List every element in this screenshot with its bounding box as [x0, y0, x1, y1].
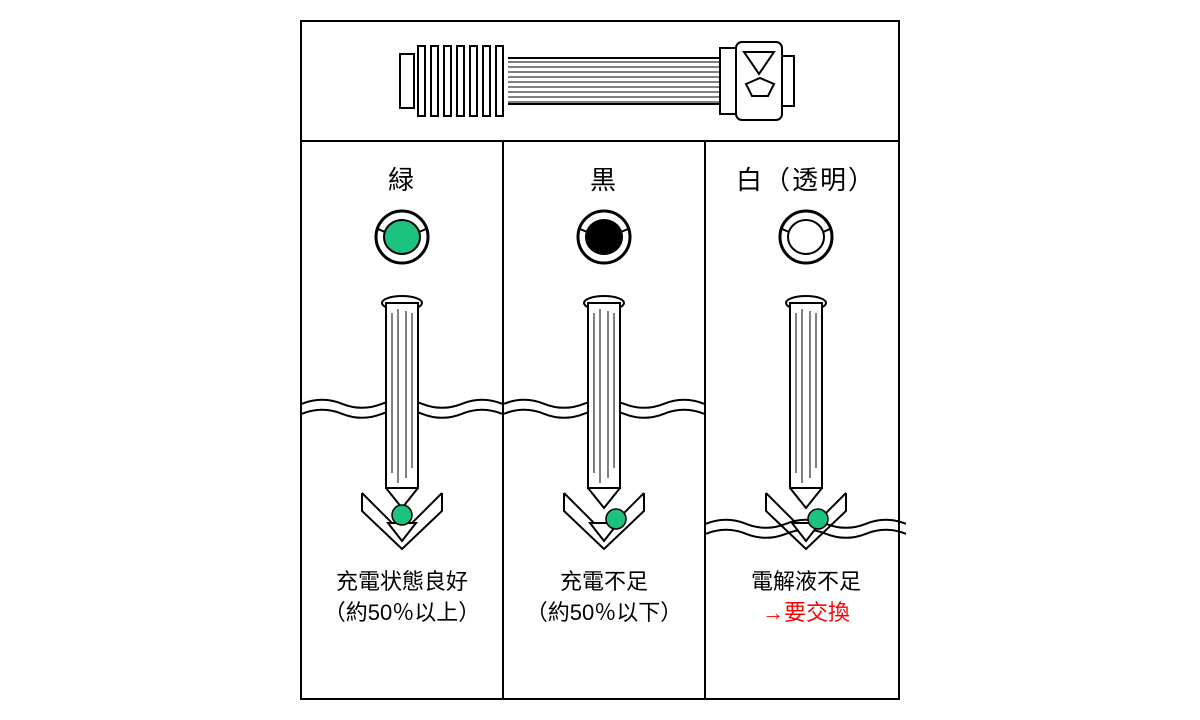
caption-line2: （約50％以下）	[504, 598, 704, 629]
state-caption: 電解液不足→要交換	[706, 563, 906, 643]
indicator-icon	[776, 207, 836, 267]
caption-line2: →要交換	[706, 598, 906, 629]
diagram-frame: 緑	[300, 20, 900, 700]
indicator-icon	[574, 207, 634, 267]
sensor-side-view	[390, 36, 810, 126]
caption-line1: 電解液不足	[706, 567, 906, 598]
state-heading: 緑	[388, 160, 416, 197]
state-column-green: 緑	[302, 142, 502, 698]
states-columns: 緑	[302, 142, 898, 698]
sensor-side-view-panel	[302, 22, 898, 142]
caption-line2: （約50％以上）	[302, 598, 502, 629]
state-caption: 充電不足（約50％以下）	[504, 563, 704, 643]
probe-diagram	[302, 283, 502, 563]
state-column-white: 白（透明）	[704, 142, 906, 698]
state-column-black: 黒	[502, 142, 704, 698]
caption-line1: 充電不足	[504, 567, 704, 598]
state-heading: 黒	[590, 160, 618, 197]
state-heading: 白（透明）	[736, 160, 876, 197]
probe-diagram	[706, 283, 906, 563]
state-caption: 充電状態良好（約50％以上）	[302, 563, 502, 643]
caption-line1: 充電状態良好	[302, 567, 502, 598]
indicator-icon	[372, 207, 432, 267]
probe-diagram	[504, 283, 704, 563]
